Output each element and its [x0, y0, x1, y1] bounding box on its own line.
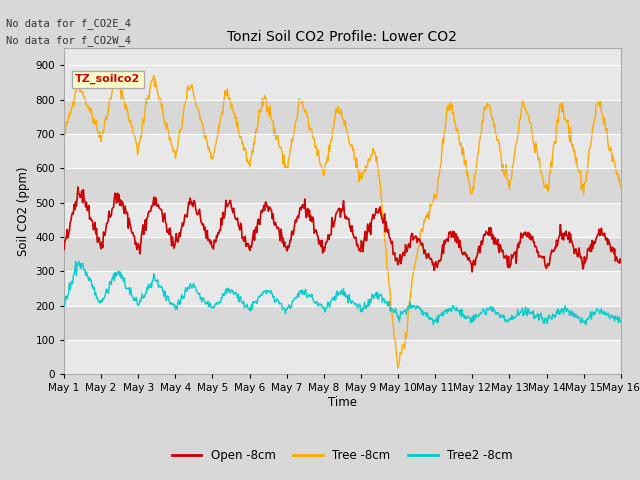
X-axis label: Time: Time — [328, 396, 357, 409]
Y-axis label: Soil CO2 (ppm): Soil CO2 (ppm) — [17, 167, 30, 256]
Bar — [64, 306, 621, 340]
Bar — [64, 99, 621, 134]
Bar — [64, 271, 621, 306]
Text: No data for f_CO2E_4: No data for f_CO2E_4 — [6, 18, 131, 29]
Text: TZ_soilco2: TZ_soilco2 — [75, 74, 140, 84]
Bar — [64, 237, 621, 271]
Bar — [64, 168, 621, 203]
Bar — [64, 340, 621, 374]
Legend: Open -8cm, Tree -8cm, Tree2 -8cm: Open -8cm, Tree -8cm, Tree2 -8cm — [167, 444, 518, 467]
Bar — [64, 65, 621, 99]
Text: No data for f_CO2W_4: No data for f_CO2W_4 — [6, 35, 131, 46]
Bar — [64, 134, 621, 168]
Bar — [64, 203, 621, 237]
Title: Tonzi Soil CO2 Profile: Lower CO2: Tonzi Soil CO2 Profile: Lower CO2 — [227, 30, 458, 44]
